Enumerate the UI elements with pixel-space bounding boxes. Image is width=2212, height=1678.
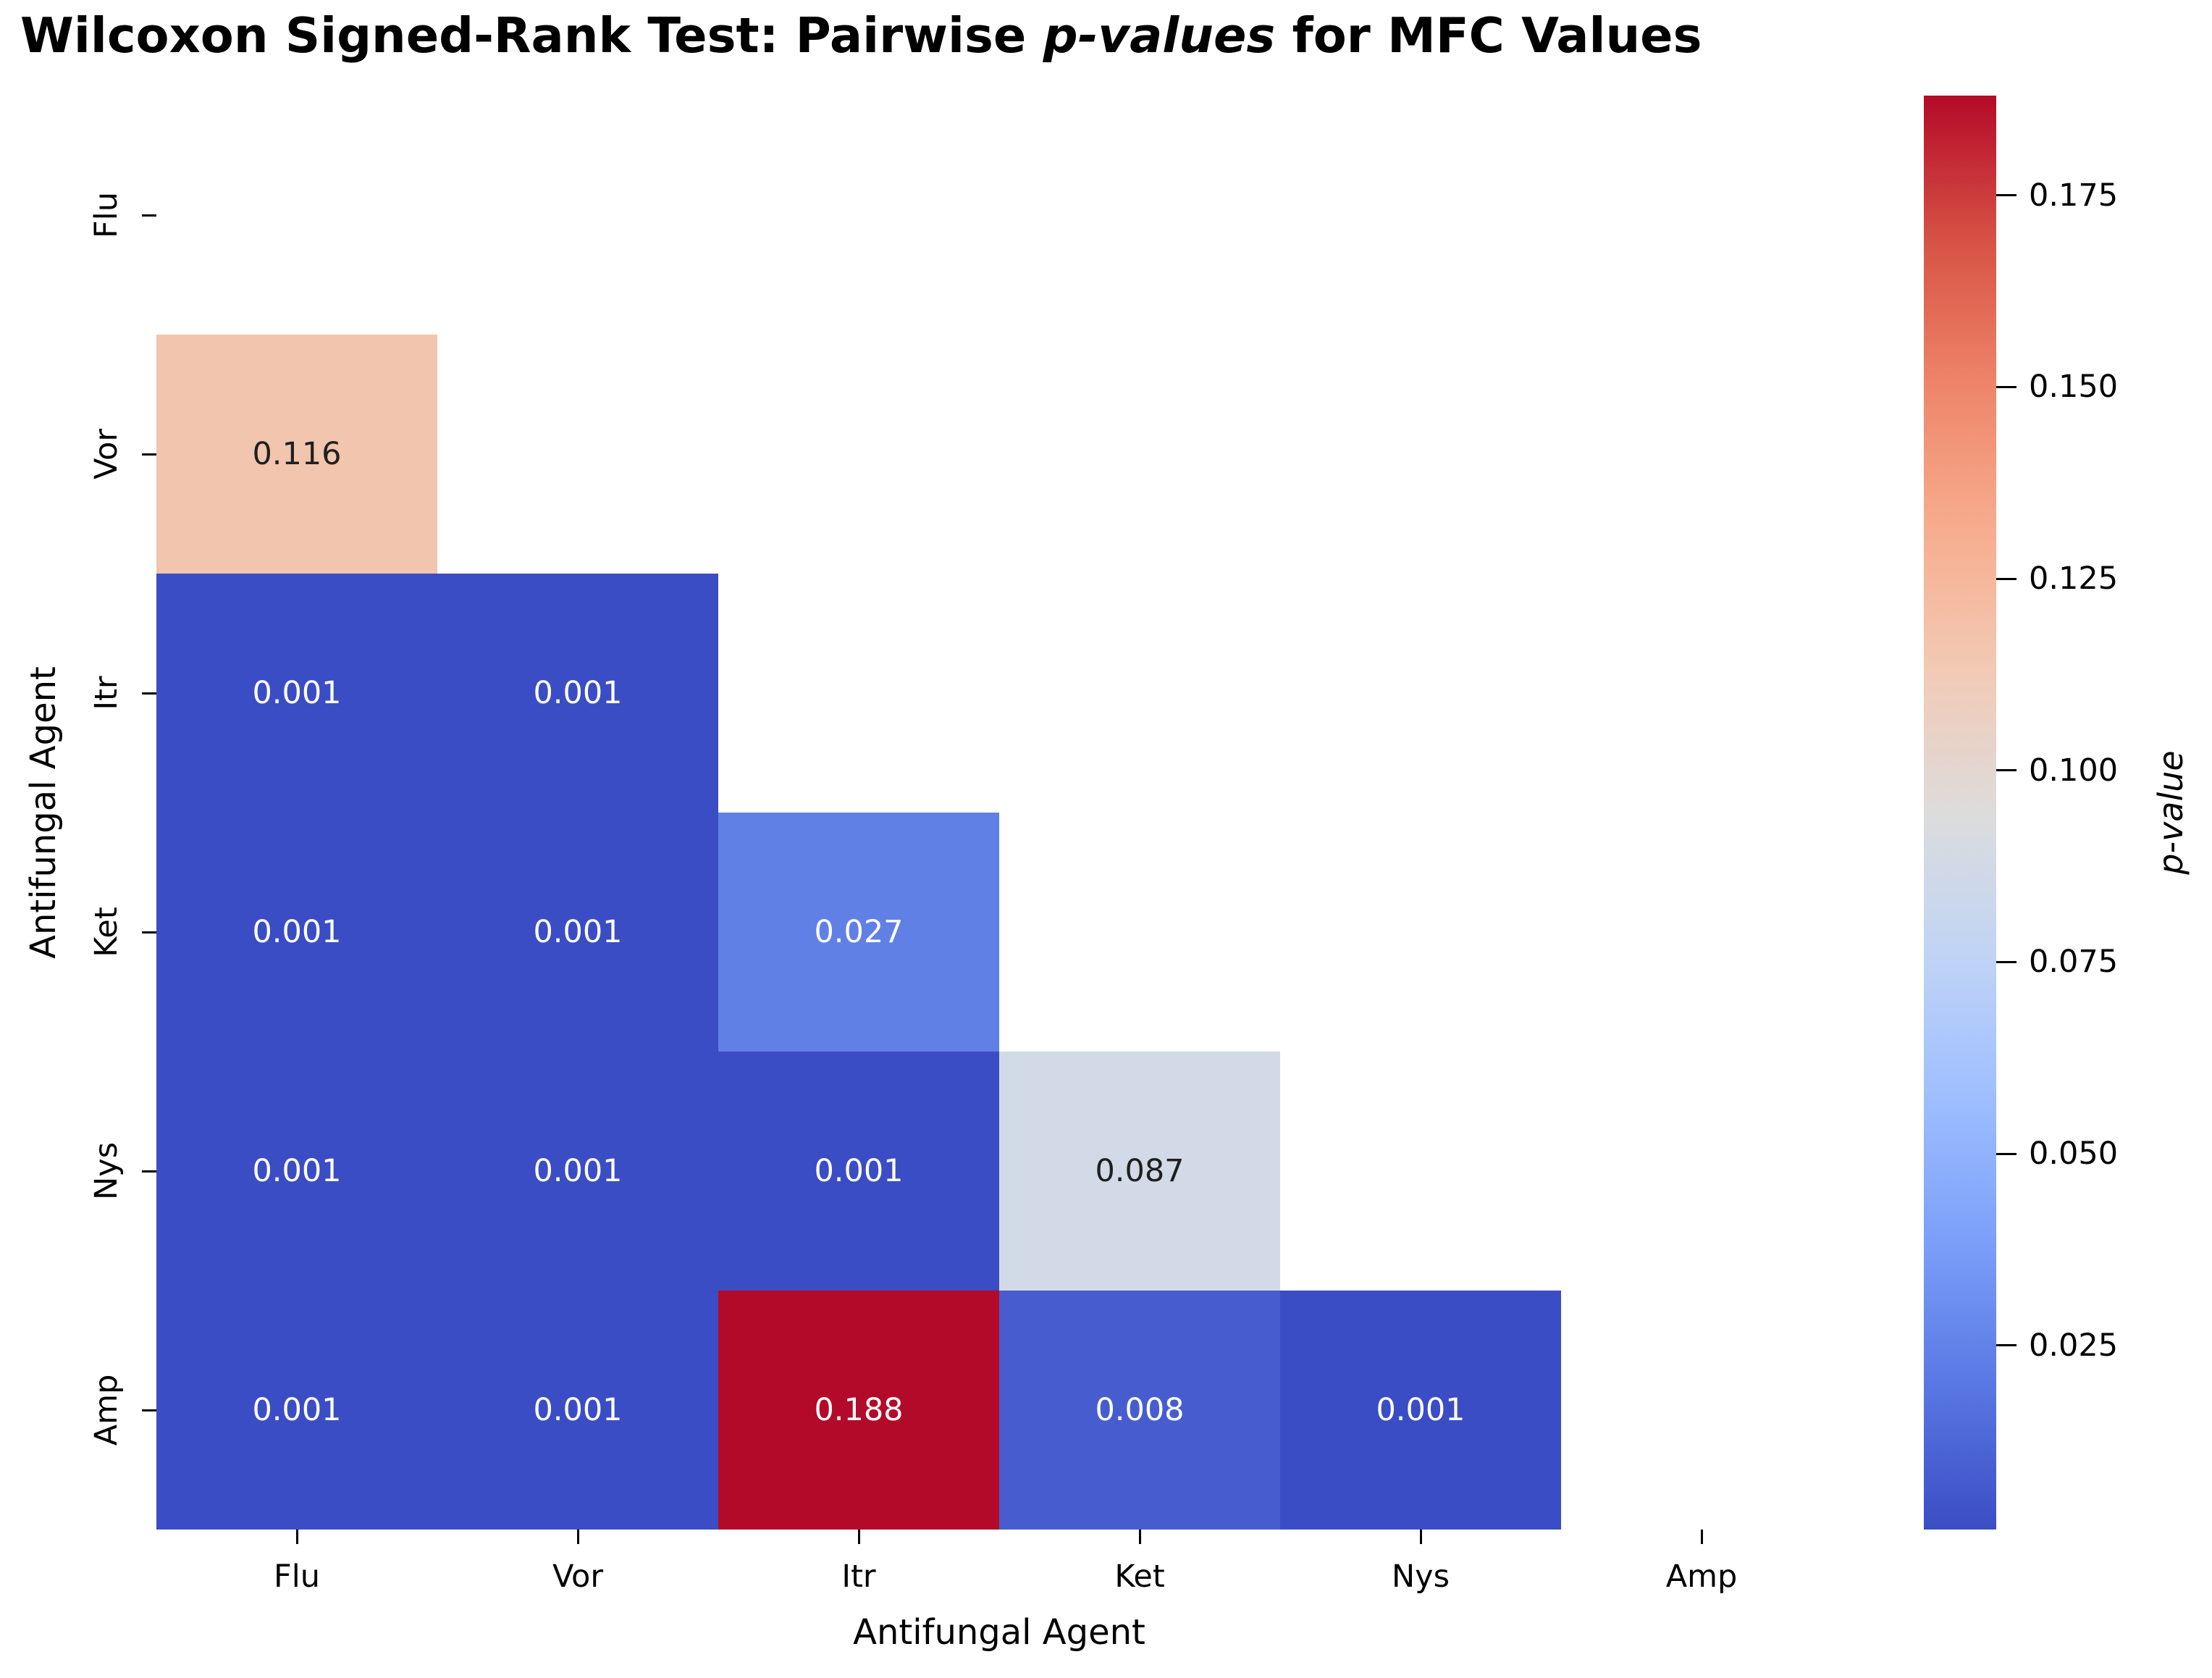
heatmap-cell-ket-itr: 0.027 [718,813,999,1052]
y-tick-label-itr: Itr [88,676,125,710]
colorbar-tick-label-0.125: 0.125 [2029,561,2119,597]
x-tick-label-vor: Vor [552,1559,604,1595]
heatmap-cell-amp-nys: 0.001 [1280,1291,1561,1530]
x-tick-label-ket: Ket [1114,1559,1165,1595]
colorbar-tick-label-0.075: 0.075 [2029,944,2119,981]
heatmap-cell-amp-flu: 0.001 [156,1291,437,1530]
y-tick-mark-vor [142,453,156,456]
x-tick-mark-flu [295,1530,298,1544]
colorbar-tick-label-0.050: 0.050 [2029,1136,2119,1172]
heatmap-cell-nys-ket: 0.087 [999,1052,1280,1291]
heatmap-cell-itr-flu: 0.001 [156,574,437,813]
y-tick-mark-nys [142,1170,156,1172]
colorbar-tick-mark-0.025 [1996,1344,2017,1347]
x-tick-label-itr: Itr [841,1559,876,1595]
heatmap-cell-amp-itr: 0.188 [718,1291,999,1530]
y-tick-mark-ket [142,931,156,934]
chart-title-part1: Wilcoxon Signed-Rank Test: Pairwise [20,7,1043,64]
colorbar-tick-mark-0.050 [1996,1152,2017,1155]
heatmap-cell-nys-itr: 0.001 [718,1052,999,1291]
chart-title-pvalues-italic: p-values [1043,7,1276,64]
x-tick-mark-itr [857,1530,860,1544]
colorbar-tick-mark-0.125 [1996,577,2017,580]
colorbar-tick-label-0.025: 0.025 [2029,1327,2119,1364]
heatmap-cell-itr-vor: 0.001 [437,574,718,813]
y-tick-mark-flu [142,214,156,217]
x-tick-mark-nys [1419,1530,1422,1544]
colorbar-tick-mark-0.175 [1996,194,2017,197]
colorbar-tick-label-0.100: 0.100 [2029,752,2119,789]
chart-title: Wilcoxon Signed-Rank Test: Pairwise p-va… [20,7,1702,64]
colorbar-tick-label-0.175: 0.175 [2029,177,2119,214]
heatmap-cell-ket-flu: 0.001 [156,813,437,1052]
heatmap-cell-nys-vor: 0.001 [437,1052,718,1291]
y-tick-label-amp: Amp [88,1374,125,1446]
colorbar [1924,96,1996,1530]
y-tick-label-flu: Flu [88,192,125,238]
y-tick-label-vor: Vor [88,428,125,480]
y-tick-mark-amp [142,1409,156,1411]
x-tick-label-amp: Amp [1665,1559,1738,1595]
y-tick-label-ket: Ket [88,907,125,957]
colorbar-label: p-value [2151,750,2190,875]
colorbar-tick-label-0.150: 0.150 [2029,369,2119,406]
y-tick-label-nys: Nys [88,1141,125,1201]
chart-title-part3: for MFC Values [1275,7,1702,64]
heatmap-cell-vor-flu: 0.116 [156,335,437,574]
x-tick-mark-ket [1138,1530,1141,1544]
colorbar-tick-mark-0.075 [1996,960,2017,963]
heatmap-cell-amp-ket: 0.008 [999,1291,1280,1530]
colorbar-tick-mark-0.100 [1996,769,2017,772]
x-tick-label-nys: Nys [1391,1559,1450,1595]
x-axis-label: Antifungal Agent [853,1612,1145,1653]
x-tick-mark-amp [1700,1530,1703,1544]
y-axis-label: Antifungal Agent [23,666,64,959]
x-tick-mark-vor [576,1530,579,1544]
colorbar-tick-mark-0.150 [1996,385,2017,388]
heatmap-cell-amp-vor: 0.001 [437,1291,718,1530]
heatmap-cell-nys-flu: 0.001 [156,1052,437,1291]
y-tick-mark-itr [142,692,156,695]
x-tick-label-flu: Flu [274,1559,320,1595]
heatmap-cell-ket-vor: 0.001 [437,813,718,1052]
